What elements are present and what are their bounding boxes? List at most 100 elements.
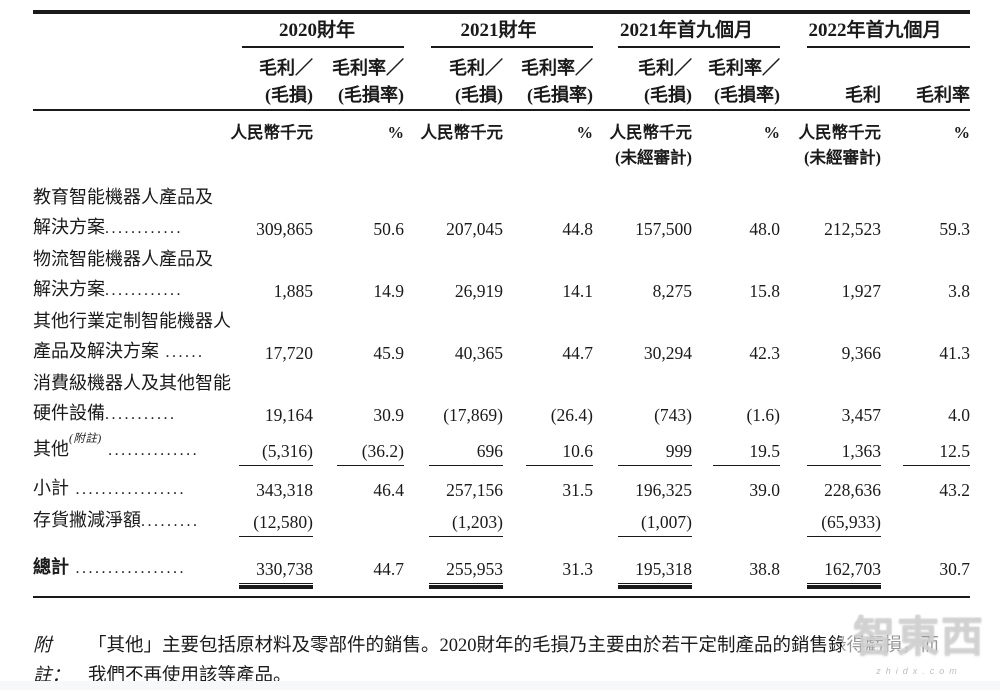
value-cell: 12.5	[881, 430, 970, 473]
period-underline	[431, 45, 593, 48]
period-label: 2022年首九個月	[808, 19, 942, 41]
value-cell: (1,007)	[593, 505, 692, 544]
table-row: 產品及解決方案 ...... 17,720 45.9 40,365 44.7 3…	[33, 336, 970, 368]
value-cell: 42.3	[749, 342, 780, 363]
value-cell: 38.8	[749, 558, 780, 579]
subheader-gp-9m2022: 毛利	[845, 84, 881, 105]
value-cell: 39.0	[749, 479, 780, 500]
value-cell: 207,045	[446, 218, 503, 239]
subheader-gm-9m2022: 毛利率	[916, 84, 970, 105]
value-cell: 10.6	[503, 430, 593, 473]
value-cell: 343,318	[256, 479, 313, 500]
value-cell: 696	[404, 430, 503, 473]
value-cell: 195,318	[593, 544, 692, 596]
period-label: 2021財年	[460, 19, 537, 41]
value-cell: 44.8	[562, 218, 593, 239]
value-cell: 26,919	[454, 280, 503, 301]
value-cell: 157,500	[635, 218, 692, 239]
row-label-line1: 物流智能機器人產品及	[33, 248, 213, 269]
table-row-others: 其他(附註) .............. (5,316) (36.2) 696…	[33, 430, 970, 473]
value-cell: 41.3	[939, 342, 970, 363]
value-cell: (12,580)	[230, 505, 313, 544]
value-cell: 40,365	[454, 342, 503, 363]
period-header-fy2020: 2020財年	[230, 14, 404, 48]
subheader-gm-fy2021: 毛利率／ (毛損率)	[521, 57, 593, 105]
value-cell: 15.8	[749, 280, 780, 301]
value-cell: 1,885	[273, 280, 313, 301]
value-cell: 30,294	[643, 342, 692, 363]
value-cell: (65,933)	[780, 505, 881, 544]
period-header-row: 2020財年 2021財年 2021年首九個月 2022年首九個月	[33, 14, 970, 48]
subheader-row: 毛利／ (毛損) 毛利率／ (毛損率) 毛利／ (毛損) 毛利率／ (毛損率) 毛利／(…	[33, 48, 970, 109]
value-cell: 1,363	[780, 430, 881, 473]
value-cell: (743)	[654, 404, 692, 425]
table-row: 教育智能機器人產品及	[33, 170, 970, 212]
table-row: 解決方案............ 309,865 50.6 207,045 44…	[33, 212, 970, 244]
value-cell: 3,457	[841, 404, 881, 425]
value-cell	[692, 505, 780, 544]
subheader-gp-fy2020: 毛利／ (毛損)	[259, 57, 313, 105]
value-cell: 44.7	[373, 558, 404, 579]
value-cell: 1,927	[841, 280, 881, 301]
row-label: 其他(附註) ..............	[33, 432, 200, 459]
value-cell: 309,865	[256, 218, 313, 239]
value-cell: 45.9	[373, 342, 404, 363]
value-cell: 3.8	[948, 280, 970, 301]
unit-cell: %	[387, 122, 405, 142]
gross-profit-table: 2020財年 2021財年 2021年首九個月 2022年首九個月 毛利／ (毛損…	[33, 10, 970, 598]
unit-cell: 人民幣千元	[420, 122, 504, 142]
value-cell	[503, 505, 593, 544]
period-label: 2021年首九個月	[619, 19, 753, 41]
value-cell: 44.7	[562, 342, 593, 363]
period-underline	[242, 45, 404, 48]
row-label: 小計 .................	[33, 477, 186, 498]
value-cell: 43.2	[939, 479, 970, 500]
value-cell: 17,720	[264, 342, 313, 363]
value-cell: 330,738	[230, 544, 313, 596]
value-cell: 30.9	[373, 404, 404, 425]
value-cell: 212,523	[824, 218, 881, 239]
value-cell: 50.6	[373, 218, 404, 239]
value-cell: 59.3	[939, 218, 970, 239]
row-label-line1: 消費級機器人及其他智能	[33, 372, 231, 393]
value-cell: 30.7	[939, 558, 970, 579]
value-cell: 46.4	[373, 479, 404, 500]
period-underline	[807, 45, 970, 48]
value-cell: (5,316)	[230, 430, 313, 473]
table-row-subtotal: 小計 ................. 343,318 46.4 257,15…	[33, 473, 970, 505]
value-cell: 162,703	[780, 544, 881, 596]
header-rule	[33, 108, 970, 111]
row-label: 解決方案............	[33, 216, 183, 237]
subheader-gm-fy2020: 毛利率／ (毛損率)	[332, 57, 404, 105]
value-cell: 4.0	[948, 404, 970, 425]
value-cell: (1,203)	[404, 505, 503, 544]
value-cell: 257,156	[446, 479, 503, 500]
subheader-gm-9m2021: 毛利率／ (毛損率)	[708, 57, 780, 105]
period-header-fy2021: 2021財年	[404, 14, 593, 48]
table-row-total: 總計 ................. 330,738 44.7 255,95…	[33, 544, 970, 596]
value-cell: (17,869)	[443, 404, 503, 425]
row-label: 總計 .................	[33, 556, 186, 577]
row-label: 存貨撇減淨額.........	[33, 509, 200, 530]
units-row: 人民幣千元 % 人民幣千元 % 人民幣千元 (未經審計) % 人民幣千元 (未經審計…	[33, 111, 971, 170]
page-bottom-band	[0, 681, 1000, 690]
value-cell: 8,275	[652, 280, 692, 301]
note-superscript: (附註)	[69, 432, 102, 445]
value-cell: 14.1	[562, 280, 593, 301]
value-cell: (1.6)	[746, 404, 780, 425]
row-label: 產品及解決方案 ......	[33, 340, 205, 361]
value-cell: 19.5	[692, 430, 780, 473]
table-row: 其他行業定制智能機器人	[33, 306, 970, 336]
value-cell: 19,164	[264, 404, 313, 425]
subheader-gp-9m2021: 毛利／ (毛損)	[638, 57, 692, 105]
row-label: 解決方案............	[33, 278, 183, 299]
table-top-rule	[33, 10, 970, 14]
subheader-gp-fy2021: 毛利／ (毛損)	[449, 57, 503, 105]
unit-cell: 人民幣千元 (未經審計)	[609, 122, 693, 167]
table-row: 硬件設備........... 19,164 30.9 (17,869) (26…	[33, 398, 970, 430]
table-row-writedown: 存貨撇減淨額......... (12,580) (1,203) (1,007)…	[33, 505, 970, 544]
value-cell: 48.0	[749, 218, 780, 239]
unit-cell: %	[763, 122, 781, 142]
row-label: 硬件設備...........	[33, 402, 177, 423]
